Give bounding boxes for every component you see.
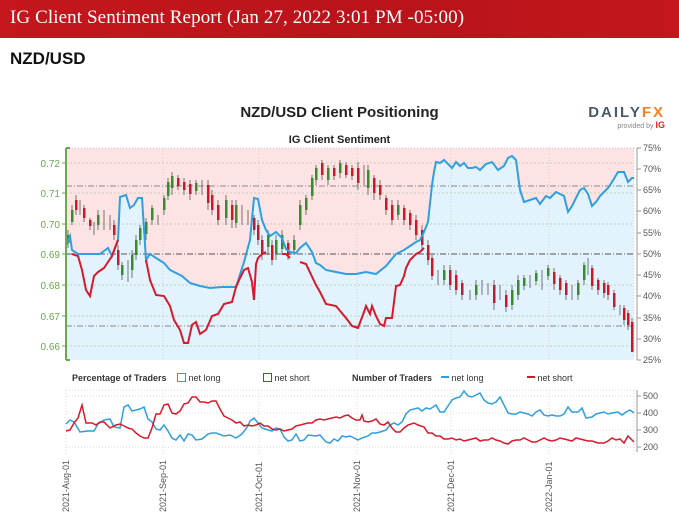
traders-short-line [65,396,635,445]
svg-text:0.72: 0.72 [41,159,61,170]
legend-num-label: Number of Traders [352,373,433,383]
svg-text:35%: 35% [643,313,661,323]
percent-axis: 75% 70% 65% 60% 55% 50% 45% 40% 35% 30% 25% [636,143,661,365]
svg-text:65%: 65% [643,185,661,195]
net-short-line-2 [145,251,267,344]
chart-title: NZD/USD Client Positioning [240,104,439,121]
svg-text:2021-Dec-01: 2021-Dec-01 [446,460,456,512]
svg-text:2021-Sep-01: 2021-Sep-01 [158,460,168,512]
price-axis: 0.72 0.71 0.70 0.69 0.68 0.67 0.66 [41,147,70,361]
net-short-line-4 [299,247,425,330]
logo-fx-text: FX [641,104,665,121]
chart-subtitle: IG Client Sentiment [288,134,391,146]
dailyfx-logo: DAILYFX provided by IG [585,104,665,130]
svg-text:0.69: 0.69 [41,250,61,261]
net-long-swatch-icon [177,373,186,382]
traders-long-line [65,389,635,444]
svg-text:2021-Aug-01: 2021-Aug-01 [61,460,71,512]
svg-text:25%: 25% [643,355,661,365]
price-candles [67,160,634,352]
svg-text:50%: 50% [643,249,661,259]
long-fill-area [66,156,634,360]
svg-text:55%: 55% [643,228,661,238]
svg-text:0.70: 0.70 [41,220,61,231]
svg-text:75%: 75% [643,143,661,153]
logo-main-text: DAILY [588,104,642,121]
logo-sub-text: provided by [617,123,654,130]
report-title: IG Client Sentiment Report (Jan 27, 2022… [10,7,465,28]
svg-text:60%: 60% [643,206,661,216]
reference-lines [66,185,634,327]
net-short-line [71,239,119,299]
svg-text:2022-Jan-01: 2022-Jan-01 [544,461,554,512]
svg-text:45%: 45% [643,270,661,280]
legend-pct-long: net long [177,373,221,383]
report-banner: IG Client Sentiment Report (Jan 27, 2022… [0,0,679,38]
net-short-swatch-icon [263,373,272,382]
svg-text:400: 400 [643,408,658,418]
legend-num-short: net short [527,373,573,383]
svg-text:0.66: 0.66 [41,342,61,353]
x-axis-labels: 2021-Aug-01 2021-Sep-01 2021-Oct-01 2021… [61,460,554,512]
net-short-dash-icon [527,376,535,378]
svg-text:200: 200 [643,442,658,452]
svg-text:500: 500 [643,391,658,401]
svg-text:70%: 70% [643,164,661,174]
svg-text:2021-Oct-01: 2021-Oct-01 [254,462,264,512]
svg-text:0.68: 0.68 [41,281,61,292]
legend-num-long: net long [441,373,484,383]
svg-text:300: 300 [643,425,658,435]
net-short-line-3 [282,253,291,259]
svg-text:2021-Nov-01: 2021-Nov-01 [352,460,362,512]
price-gridlines [66,162,634,347]
legend-pct-short: net short [263,373,310,383]
svg-text:30%: 30% [643,334,661,344]
ig-logo: IG [655,120,665,130]
legend-pct-label: Percentage of Traders [72,373,167,383]
net-long-line [65,154,634,290]
svg-text:40%: 40% [643,291,661,301]
svg-text:0.71: 0.71 [41,189,61,200]
net-long-dash-icon [441,376,449,378]
traders-count-chart: 500 400 300 200 [65,389,658,456]
svg-text:0.67: 0.67 [41,312,61,323]
pair-heading: NZD/USD [10,49,86,68]
